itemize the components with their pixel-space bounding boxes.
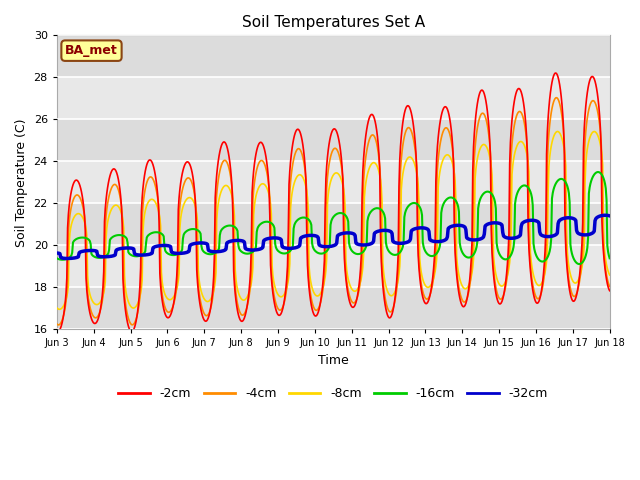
Title: Soil Temperatures Set A: Soil Temperatures Set A — [242, 15, 425, 30]
Bar — [57, 204, 610, 245]
Bar — [57, 288, 610, 329]
Y-axis label: Soil Temperature (C): Soil Temperature (C) — [15, 118, 28, 247]
Legend: -2cm, -4cm, -8cm, -16cm, -32cm: -2cm, -4cm, -8cm, -16cm, -32cm — [113, 383, 553, 406]
Bar — [57, 36, 610, 77]
X-axis label: Time: Time — [318, 354, 349, 367]
Bar — [57, 161, 610, 204]
Text: BA_met: BA_met — [65, 44, 118, 57]
Bar — [57, 120, 610, 161]
Bar — [57, 77, 610, 120]
Bar — [57, 245, 610, 288]
